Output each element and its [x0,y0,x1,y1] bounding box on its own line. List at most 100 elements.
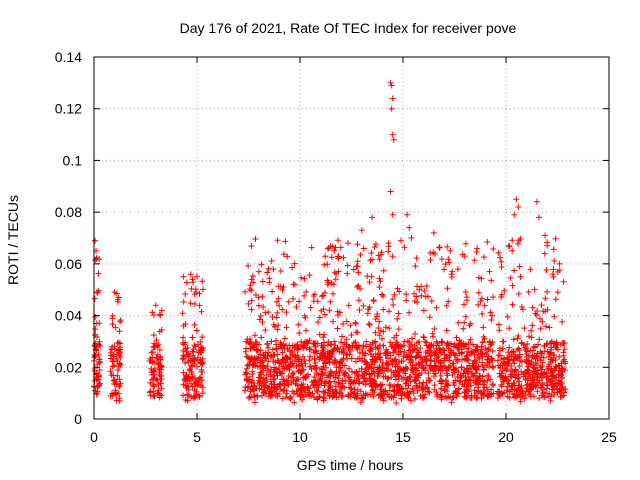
data-point [416,349,423,356]
data-point [438,385,445,392]
data-point [333,270,340,277]
data-point [333,390,340,397]
data-point [316,314,323,321]
data-point [561,346,568,353]
data-point [323,374,330,381]
data-point [513,393,520,400]
data-point [523,345,530,352]
data-point [270,266,277,273]
data-point [328,254,335,261]
data-point [460,343,467,350]
data-point [315,319,322,326]
y-tick-label: 0 [74,411,82,427]
data-point [150,375,157,382]
data-point [376,342,383,349]
data-point [185,392,192,399]
data-point [189,276,196,283]
data-point [556,379,563,386]
data-point [303,344,310,351]
data-point [532,310,539,317]
data-point [285,298,292,305]
data-point [277,267,284,274]
data-point [184,344,191,351]
data-point [245,300,252,307]
data-point [509,348,516,355]
data-point [111,289,118,296]
data-point [246,393,253,400]
data-point [355,282,362,289]
data-point [199,334,206,341]
data-point [280,284,287,291]
data-point [379,393,386,400]
data-point [539,390,546,397]
data-point [511,380,518,387]
data-point [354,392,361,399]
data-point [497,362,504,369]
data-point [446,259,453,266]
data-point [413,255,420,262]
data-point [471,393,478,400]
data-point [386,381,393,388]
data-point [267,371,274,378]
data-point [346,374,353,381]
data-point [543,385,550,392]
data-point [186,367,193,374]
data-point [156,346,163,353]
data-point [478,395,485,402]
data-point [273,298,280,305]
data-point [343,336,350,343]
data-point [365,321,372,328]
data-point [295,368,302,375]
plot-frame [93,56,610,420]
data-point [187,357,194,364]
data-point [116,328,123,335]
data-point [115,294,122,301]
data-point [301,312,308,319]
data-point [464,388,471,395]
data-point [334,253,341,260]
data-point [455,385,462,392]
data-point [261,383,268,390]
data-point [395,351,402,358]
data-point [264,385,271,392]
data-point [327,384,334,391]
data-point [244,362,251,369]
data-point [254,346,261,353]
data-point [350,266,357,273]
data-point [311,291,318,298]
data-point [447,352,454,359]
data-point [313,369,320,376]
data-point [431,382,438,389]
data-point [196,290,203,297]
data-point [298,338,305,345]
data-point [188,285,195,292]
data-point [258,382,265,389]
data-point [310,382,317,389]
data-point [242,288,249,295]
data-point [537,364,544,371]
data-point [320,351,327,358]
data-point [117,340,124,347]
data-point [281,335,288,342]
data-point [451,366,458,373]
data-point [332,383,339,390]
data-point [531,393,538,400]
data-point [266,279,273,286]
data-point [515,354,522,361]
data-point [415,372,422,379]
data-point [393,400,400,407]
data-point [425,388,432,395]
data-point [420,386,427,393]
data-point [360,302,367,309]
data-point [389,95,396,102]
data-point [326,379,333,386]
data-point [248,306,255,313]
data-point [395,375,402,382]
data-point [544,242,551,249]
data-point [335,312,342,319]
data-point [284,381,291,388]
data-point [480,324,487,331]
data-point [549,369,556,376]
data-point [473,248,480,255]
data-point [353,344,360,351]
